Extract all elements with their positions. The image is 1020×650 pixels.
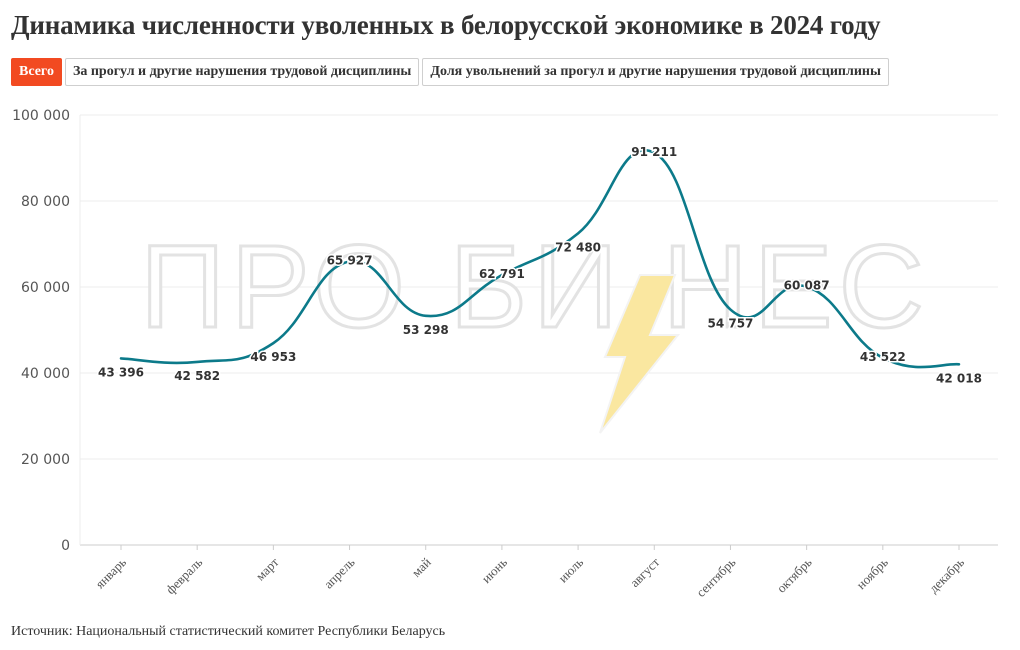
x-tick-label: март xyxy=(253,554,282,583)
tab-bar: Всего За прогул и другие нарушения трудо… xyxy=(11,58,889,86)
line-chart: ПРО БИ НЕС 0 20 000 40 000 60 000 80 000 100 … xyxy=(12,108,998,600)
data-label: 54 757 xyxy=(707,317,753,331)
x-tick-label: сентябрь xyxy=(693,554,738,599)
data-label: 43 522 xyxy=(860,350,906,364)
data-label: 91 211 xyxy=(631,145,677,159)
chart-title: Динамика численности уволенных в белорус… xyxy=(11,10,881,40)
data-label: 60 087 xyxy=(784,279,830,293)
data-label: 42 018 xyxy=(936,371,982,385)
x-tick-label: август xyxy=(627,554,663,590)
y-tick-label: 80 000 xyxy=(21,194,70,210)
data-label: 42 582 xyxy=(174,369,220,383)
lightning-bolt-icon xyxy=(599,274,681,434)
y-tick-label: 40 000 xyxy=(21,366,70,382)
y-tick-label: 100 000 xyxy=(12,108,70,124)
x-tick-label: февраль xyxy=(163,554,206,597)
data-label: 53 298 xyxy=(403,323,449,337)
y-tick-label: 0 xyxy=(61,538,70,554)
x-axis: январь февраль март апрель май июнь июль август… xyxy=(92,545,967,600)
series-line xyxy=(119,149,961,369)
tab-absenteeism-share[interactable]: Доля увольнений за прогул и другие наруш… xyxy=(422,58,889,86)
source-note: Источник: Национальный статистический ко… xyxy=(11,624,446,639)
x-tick-label: май xyxy=(408,554,433,579)
tab-total[interactable]: Всего xyxy=(11,58,62,86)
y-tick-label: 20 000 xyxy=(21,452,70,468)
x-tick-label: ноябрь xyxy=(853,554,891,592)
x-tick-label: октябрь xyxy=(774,554,815,595)
data-label: 65 927 xyxy=(327,254,373,268)
x-tick-label: декабрь xyxy=(926,554,967,595)
y-tick-label: 60 000 xyxy=(21,280,70,296)
data-label: 72 480 xyxy=(555,240,601,254)
watermark: ПРО БИ НЕС xyxy=(139,220,925,434)
y-axis: 0 20 000 40 000 60 000 80 000 100 000 xyxy=(12,108,70,554)
x-tick-label: июль xyxy=(555,554,586,585)
data-labels: 43 396 42 582 46 953 65 927 53 298 62 791 72 4… xyxy=(97,143,984,387)
x-tick-label: январь xyxy=(92,554,129,591)
grid-lines xyxy=(79,114,998,546)
data-label: 43 396 xyxy=(98,365,144,379)
x-tick-label: июнь xyxy=(479,554,511,586)
tab-absenteeism[interactable]: За прогул и другие нарушения трудовой ди… xyxy=(64,58,420,86)
x-tick-label: апрель xyxy=(321,554,358,591)
data-label: 46 953 xyxy=(250,350,296,364)
data-label: 62 791 xyxy=(479,267,525,281)
